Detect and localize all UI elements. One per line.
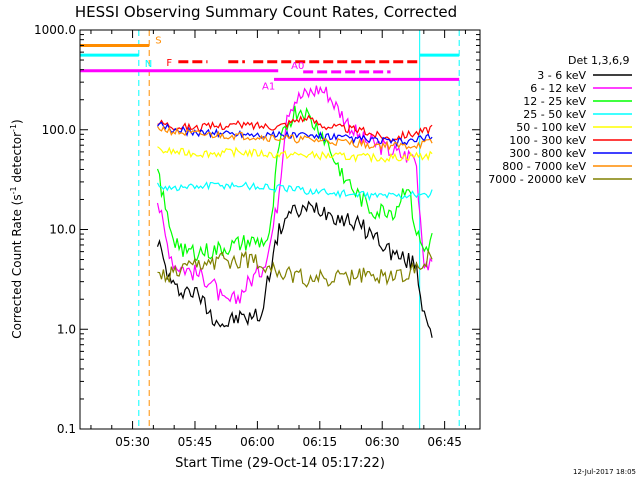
x-tick-label: 05:30 xyxy=(115,435,150,449)
y-axis-ticks: 0.1 1.0 10.0 100.0 1000.0 xyxy=(34,23,480,436)
y-tick-label: 0.1 xyxy=(57,422,76,436)
legend-label: 12 - 25 keV xyxy=(523,95,586,108)
y-tick-label: 10.0 xyxy=(49,223,76,237)
chart-title: HESSI Observing Summary Count Rates, Cor… xyxy=(75,3,457,21)
series-line xyxy=(156,125,433,151)
legend-label: 800 - 7000 keV xyxy=(502,160,586,173)
x-axis-ticks: 05:30 05:45 06:00 06:15 06:30 06:45 xyxy=(90,30,466,449)
x-tick-label: 05:45 xyxy=(178,435,213,449)
x-tick-label: 06:15 xyxy=(303,435,338,449)
series-layer xyxy=(156,85,433,338)
series-line xyxy=(156,105,433,262)
legend-label: 3 - 6 keV xyxy=(537,69,586,82)
footer-date: 12-Jul-2017 18:05 xyxy=(573,468,636,476)
y-axis-label: Corrected Count Rate (s-1 detector-1) xyxy=(9,119,24,338)
legend-label: 300 - 800 keV xyxy=(509,147,586,160)
flag-label: S xyxy=(155,35,161,46)
series-line xyxy=(157,114,433,143)
flag-label: A0 xyxy=(291,61,304,72)
legend-label: 25 - 50 keV xyxy=(523,108,586,121)
x-axis-label: Start Time (29-Oct-14 05:17:22) xyxy=(175,456,385,471)
legend-label: 50 - 100 keV xyxy=(516,121,586,134)
series-line xyxy=(156,181,433,202)
flag-bars: S N F A0 A1 xyxy=(80,35,460,92)
y-tick-label: 1.0 xyxy=(57,322,76,336)
flag-label: N xyxy=(145,59,152,70)
x-tick-label: 06:30 xyxy=(365,435,400,449)
flag-label: A1 xyxy=(262,81,275,92)
series-line xyxy=(157,248,433,288)
legend-label: 100 - 300 keV xyxy=(509,134,586,147)
legend-label: 7000 - 20000 keV xyxy=(488,173,586,186)
y-tick-label: 1000.0 xyxy=(34,23,76,37)
legend-label: 6 - 12 keV xyxy=(530,82,586,95)
series-line xyxy=(157,146,433,164)
flag-label: F xyxy=(166,58,172,69)
legend-title: Det 1,3,6,9 xyxy=(568,54,630,67)
x-tick-label: 06:45 xyxy=(427,435,462,449)
series-line xyxy=(156,200,433,338)
y-tick-label: 100.0 xyxy=(42,123,76,137)
series-line xyxy=(157,121,433,148)
x-tick-label: 06:00 xyxy=(240,435,275,449)
